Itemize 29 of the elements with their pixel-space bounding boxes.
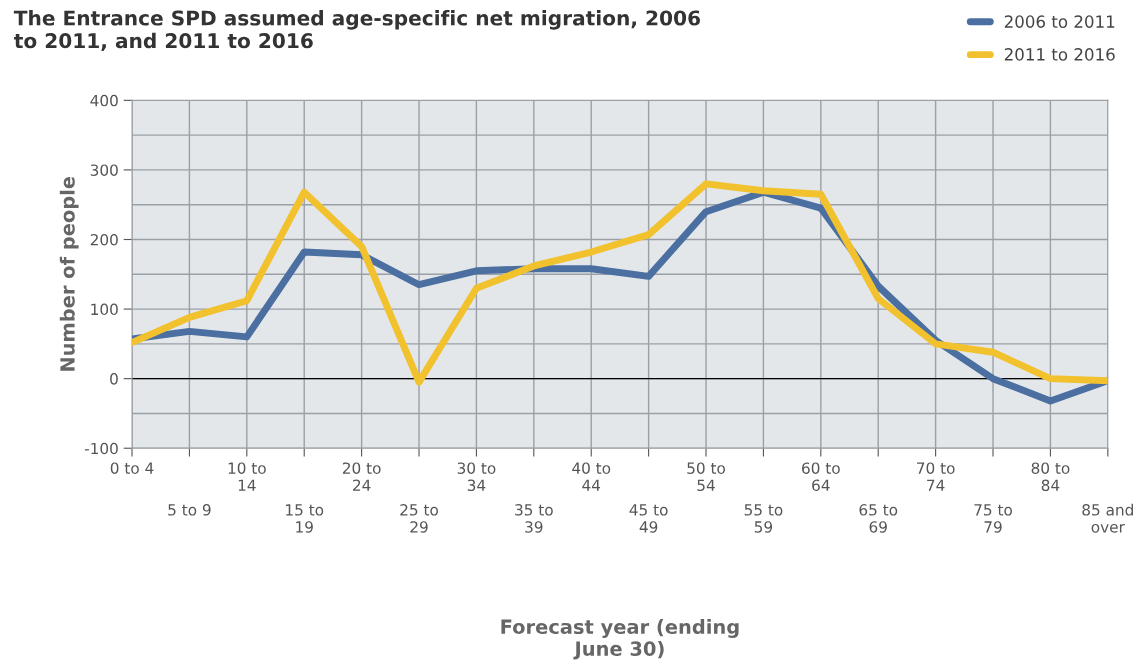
x-tick-label: 5 to 9 [168,504,211,516]
x-tick-label: 30 to 34 [457,462,496,492]
x-tick-label: 0 to 4 [110,462,154,474]
x-tick-label: 75 to 79 [974,504,1012,533]
legend-label: 2011 to 2016 [1004,48,1115,61]
x-tick-label: 70 to 74 [917,462,955,491]
y-tick-label: 400 [90,94,118,107]
x-tick-label: 85 and over [1082,503,1133,533]
x-tick-label: 55 to 59 [744,504,783,533]
y-tick-label: 100 [91,303,118,316]
x-tick-label: 60 to 64 [802,462,840,492]
y-tick-label: -100 [84,442,118,455]
x-tick-label: 80 to 84 [1031,462,1070,492]
x-tick-label: 40 to 44 [572,462,611,491]
x-axis-title: Forecast year (ending June 30) [501,619,739,660]
chart-title: The Entrance SPD assumed age-specific net migration, 2006 to 2011, and 2011 to 2016 [13,10,700,51]
x-tick-label: 10 to 14 [228,462,266,491]
y-tick-label: 0 [110,373,118,385]
y-tick-label: 200 [90,233,118,246]
x-tick-label: 15 to 19 [286,504,324,533]
x-tick-label: 65 to 69 [859,504,898,533]
x-tick-label: 35 to 39 [515,504,553,533]
legend-label: 2006 to 2011 [1004,15,1115,28]
x-tick-label: 20 to 24 [342,462,381,491]
y-axis-title: Number of people [59,176,79,371]
x-tick-label: 25 to 29 [400,504,438,533]
x-tick-label: 45 to 49 [629,504,668,533]
y-tick-label: 300 [90,164,118,176]
x-tick-label: 50 to 54 [687,462,725,492]
